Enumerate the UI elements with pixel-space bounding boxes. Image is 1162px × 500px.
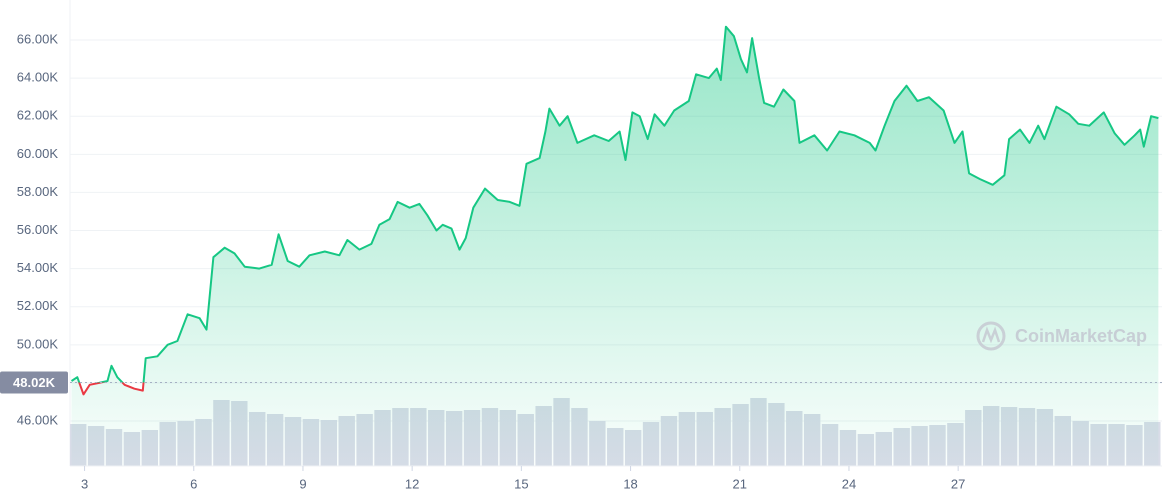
watermark-logo <box>976 321 1006 351</box>
price-line <box>70 25 1159 396</box>
y-tick-label: 64.00K <box>17 70 59 85</box>
x-tick-label: 12 <box>405 476 419 491</box>
x-tick-label: 15 <box>514 476 528 491</box>
y-tick-label: 66.00K <box>17 31 59 46</box>
x-tick-label: 18 <box>623 476 637 491</box>
x-tick-label: 21 <box>733 476 747 491</box>
x-tick-label: 3 <box>81 476 88 491</box>
y-tick-label: 58.00K <box>17 184 59 199</box>
area-fill <box>71 26 1159 466</box>
baseline-label-box <box>0 371 68 394</box>
y-tick-label: 52.00K <box>17 298 59 313</box>
watermark-logo-mark <box>981 326 1001 344</box>
y-tick-label: 54.00K <box>17 260 59 275</box>
x-tick-label: 24 <box>842 476 856 491</box>
x-tick-label: 6 <box>190 476 197 491</box>
x-tick-label: 27 <box>951 476 965 491</box>
watermark: CoinMarketCap <box>976 321 1147 351</box>
plot <box>70 25 1159 466</box>
y-tick-label: 46.00K <box>17 412 59 427</box>
y-tick-label: 50.00K <box>17 336 59 351</box>
y-tick-label: 56.00K <box>17 222 59 237</box>
watermark-text: CoinMarketCap <box>1015 326 1147 346</box>
x-tick-label: 9 <box>299 476 306 491</box>
y-tick-label: 62.00K <box>17 108 59 123</box>
baseline-label: 48.02K <box>13 375 56 390</box>
y-tick-label: 60.00K <box>17 146 59 161</box>
